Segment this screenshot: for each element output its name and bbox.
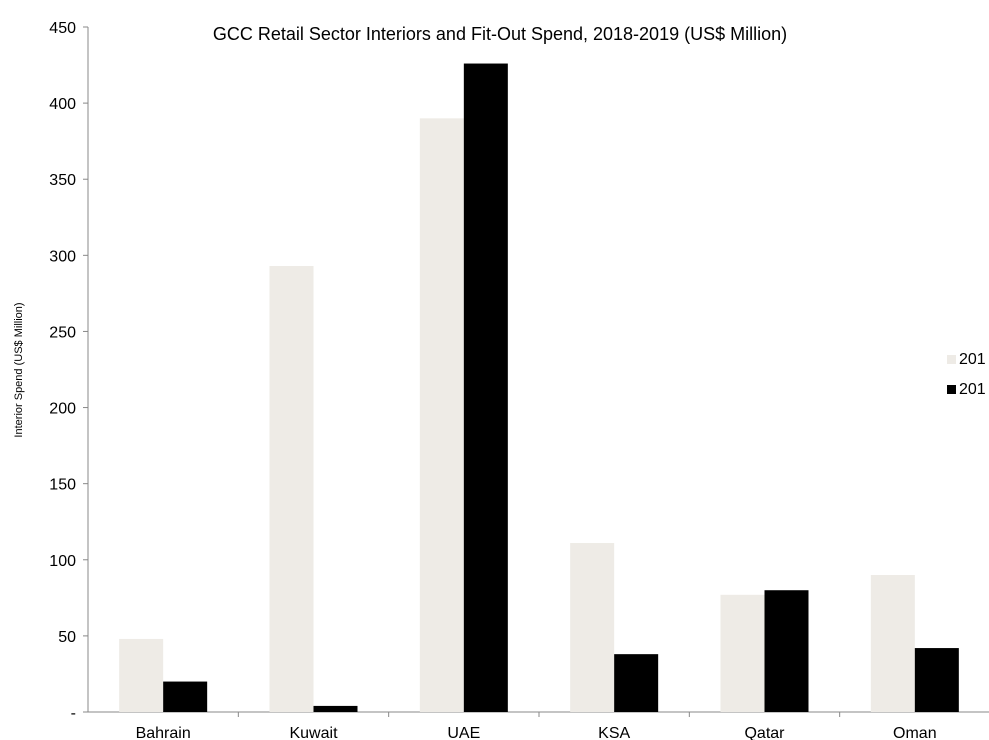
bar-ksa-series-1 [570, 543, 615, 712]
y-tick-label: 50 [58, 629, 76, 646]
bar-bahrain-series-1 [119, 638, 164, 712]
x-categories: Bahrain Kuwait UAE KSA Qatar Oman [136, 712, 937, 740]
legend: 201 201 [947, 351, 986, 398]
y-tick-label: - [71, 705, 76, 722]
chart-title: GCC Retail Sector Interiors and Fit-Out … [213, 24, 787, 44]
y-tick-label: 350 [49, 172, 76, 189]
bars [119, 63, 959, 713]
y-axis-label: Interior Spend (US$ Million) [13, 302, 25, 437]
x-category-label: Oman [893, 725, 937, 740]
x-category-label: Bahrain [136, 725, 191, 740]
legend-label: 201 [959, 381, 986, 398]
x-category-label: Kuwait [289, 725, 338, 740]
y-tick-label: 250 [49, 324, 76, 341]
bar-uae-series-1 [419, 118, 464, 713]
legend-swatch [947, 355, 956, 364]
x-category-label: UAE [447, 725, 480, 740]
y-tick-label: 150 [49, 477, 76, 494]
bar-kuwait-series-2 [313, 705, 358, 712]
y-tick-label: 100 [49, 553, 76, 570]
bar-bahrain-series-2 [163, 681, 208, 712]
x-category-label: KSA [598, 725, 630, 740]
y-ticks: - 50 100 150 200 250 300 350 400 450 [49, 20, 88, 722]
y-tick-label: 400 [49, 96, 76, 113]
bar-qatar-series-2 [764, 590, 809, 712]
y-tick-label: 200 [49, 401, 76, 418]
x-category-label: Qatar [744, 725, 785, 740]
legend-label: 201 [959, 351, 986, 368]
y-tick-label: 300 [49, 248, 76, 265]
bar-oman-series-2 [914, 648, 959, 712]
bar-ksa-series-2 [614, 654, 659, 712]
bar-oman-series-1 [870, 575, 915, 712]
bar-kuwait-series-1 [269, 265, 314, 712]
legend-swatch [947, 385, 956, 394]
y-tick-label: 450 [49, 20, 76, 37]
bar-qatar-series-1 [720, 594, 765, 712]
bar-uae-series-2 [463, 63, 508, 713]
